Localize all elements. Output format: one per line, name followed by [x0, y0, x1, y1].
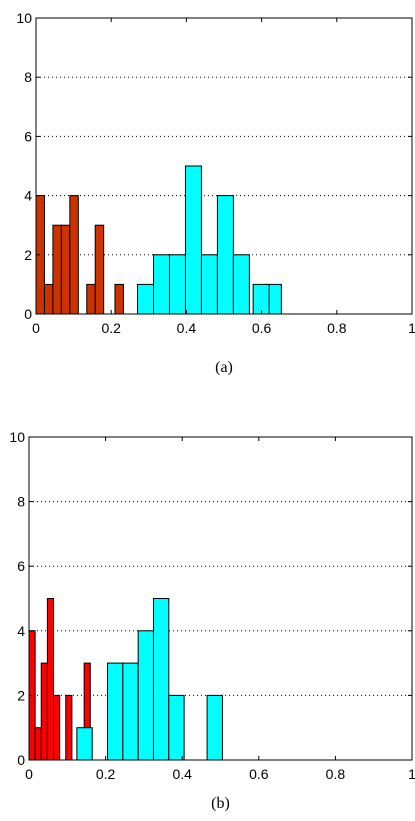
x-tick-label: 0.2	[101, 320, 121, 336]
histogram-bar	[86, 283, 96, 315]
histogram-bar	[94, 224, 105, 315]
chart-panel-a: 0 2 4 6 8 10 0 0.2 0.4 0.6 0.8 1 (a)	[16, 10, 415, 376]
y-tick-label: 2	[17, 687, 25, 703]
histogram-bar	[152, 598, 170, 761]
histogram-bar	[53, 694, 61, 761]
histogram-bar	[69, 195, 79, 315]
y-tick-label: 4	[24, 188, 32, 204]
x-tick-label: 0.8	[326, 766, 346, 782]
panel-caption: (a)	[215, 359, 233, 376]
x-tick-label: 0.6	[252, 320, 272, 336]
histogram-bar	[206, 694, 223, 761]
x-tick-label: 0.2	[96, 766, 116, 782]
histogram-bar	[52, 224, 62, 315]
histogram-bar	[137, 283, 155, 315]
x-tick-label: 0.6	[249, 766, 269, 782]
y-tick-label: 10	[9, 429, 25, 445]
axes-frame	[35, 17, 413, 315]
histogram-bar	[114, 283, 124, 315]
chart-panel-b: 0 2 4 6 8 10 0 0.2 0.4 0.6 0.8 1 (b)	[9, 429, 415, 812]
histogram-bar	[46, 598, 55, 761]
x-tick-label: 0.4	[172, 766, 192, 782]
x-tick-label: 0	[32, 320, 40, 336]
histogram-bar	[65, 694, 73, 761]
y-tick-label: 8	[24, 69, 32, 85]
histogram-bar	[34, 727, 42, 761]
y-tick-label: 10	[16, 10, 32, 26]
x-tick-label: 0	[25, 766, 33, 782]
y-tick-label: 2	[24, 247, 32, 263]
histogram-bar	[40, 662, 48, 761]
histogram-bar	[200, 254, 218, 315]
histogram-bar	[107, 662, 124, 761]
histogram-bar	[122, 662, 139, 761]
y-tick-label: 6	[24, 128, 32, 144]
histogram-bar	[43, 283, 54, 315]
x-tick-label: 0.8	[327, 320, 347, 336]
y-tick-label: 8	[17, 494, 25, 510]
y-tick-label: 0	[17, 752, 25, 768]
histogram-bar	[76, 727, 93, 761]
histogram-bar	[252, 283, 270, 315]
histogram-bar	[137, 630, 154, 761]
x-tick-label: 1	[408, 320, 415, 336]
panel-caption: (b)	[211, 795, 230, 812]
axes-frame	[28, 436, 413, 761]
histogram-bar	[60, 224, 71, 315]
x-tick-label: 0.4	[177, 320, 197, 336]
y-tick-label: 6	[17, 558, 25, 574]
y-tick-label: 4	[17, 623, 25, 639]
histogram-bar	[168, 254, 186, 315]
histogram-bar	[168, 694, 185, 761]
x-tick-label: 1	[408, 766, 415, 782]
histogram-bar	[216, 195, 234, 315]
histogram-bar	[232, 254, 250, 315]
histogram-bar	[153, 254, 170, 315]
histogram-bar	[184, 165, 202, 315]
y-tick-label: 0	[24, 306, 32, 322]
